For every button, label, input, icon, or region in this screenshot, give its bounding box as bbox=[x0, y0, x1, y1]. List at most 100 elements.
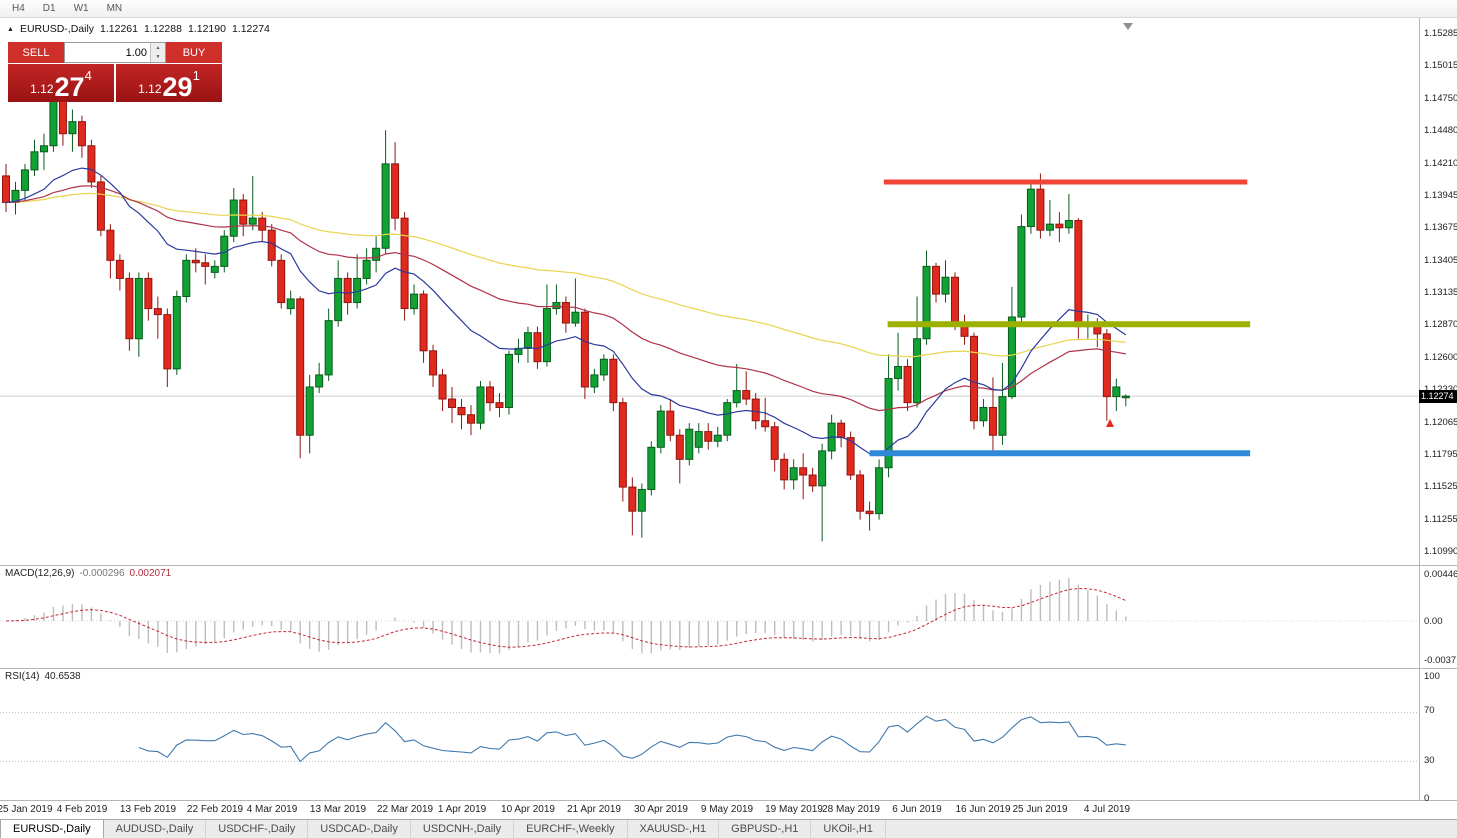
volume-input[interactable]: 1.00 ▲ ▼ bbox=[64, 42, 166, 63]
macd-axis-label: -0.003715 bbox=[1424, 655, 1457, 666]
price-axis-label: 1.14480 bbox=[1424, 125, 1457, 137]
date-axis-label: 28 May 2019 bbox=[822, 804, 880, 815]
timeframe-toolbar: H4 D1 W1 MN bbox=[0, 0, 1457, 18]
tab-eurchf-weekly[interactable]: EURCHF-,Weekly bbox=[514, 820, 628, 838]
sell-price-prefix: 1.12 bbox=[30, 82, 54, 96]
date-axis-label: 13 Feb 2019 bbox=[119, 804, 177, 815]
price-axis-label: 1.12870 bbox=[1424, 319, 1457, 331]
timeframe-button-mn[interactable]: MN bbox=[106, 3, 123, 14]
timeframe-button-d1[interactable]: D1 bbox=[42, 3, 56, 14]
ma-20-line bbox=[5, 167, 1127, 456]
price-axis-label: 1.11795 bbox=[1424, 448, 1457, 460]
rsi-axis-label: 30 bbox=[1424, 755, 1435, 766]
sell-button[interactable]: SELL bbox=[8, 42, 64, 63]
timeframe-button-h4[interactable]: H4 bbox=[12, 3, 25, 14]
macd-value-signal: 0.002071 bbox=[129, 568, 172, 579]
volume-stepper[interactable]: ▲ ▼ bbox=[150, 43, 165, 62]
price-axis-label: 1.12600 bbox=[1424, 351, 1457, 363]
rsi-axis-label: 70 bbox=[1424, 705, 1435, 716]
date-axis-label: 25 Jun 2019 bbox=[1012, 804, 1068, 815]
sell-price-pip: 4 bbox=[84, 68, 92, 83]
one-click-trade-panel: SELL 1.00 ▲ ▼ BUY 1.12 27 4 1.12 29 1 bbox=[8, 42, 222, 102]
date-axis-label: 22 Feb 2019 bbox=[186, 804, 244, 815]
price-axis-label: 1.10990 bbox=[1424, 546, 1457, 557]
date-axis-label: 4 Feb 2019 bbox=[56, 804, 108, 815]
ohlc-open: 1.12261 bbox=[100, 23, 138, 35]
price-axis-separator bbox=[1419, 18, 1420, 800]
macd-axis-label: 0.00 bbox=[1424, 616, 1443, 627]
date-axis-label: 30 Apr 2019 bbox=[634, 804, 688, 815]
buy-button[interactable]: BUY bbox=[166, 42, 222, 63]
price-axis-label: 1.13945 bbox=[1424, 189, 1457, 201]
macd-signal-line bbox=[5, 587, 1126, 648]
price-axis-label: 1.14750 bbox=[1424, 92, 1457, 104]
tab-ukoil-h1[interactable]: UKOil-,H1 bbox=[811, 820, 886, 838]
date-axis-label: 1 Apr 2019 bbox=[437, 804, 487, 815]
tab-usdchf-daily[interactable]: USDCHF-,Daily bbox=[206, 820, 309, 838]
price-axis-label: 1.14210 bbox=[1424, 157, 1457, 169]
macd-indicator-canvas[interactable] bbox=[0, 566, 1419, 668]
date-axis-label: 22 Mar 2019 bbox=[376, 804, 434, 815]
stepper-up-icon[interactable]: ▲ bbox=[151, 43, 165, 53]
price-axis-label: 1.15015 bbox=[1424, 60, 1457, 72]
date-axis-label: 25 Jan 2019 bbox=[0, 804, 53, 815]
price-axis-label: 1.13675 bbox=[1424, 222, 1457, 234]
macd-label: MACD(12,26,9) -0.000296 0.002071 bbox=[5, 568, 171, 579]
price-axis-label: 1.11255 bbox=[1424, 513, 1457, 525]
current-price-tag: 1.12274 bbox=[1419, 389, 1457, 403]
date-axis-label: 21 Apr 2019 bbox=[567, 804, 621, 815]
tab-usdcad-daily[interactable]: USDCAD-,Daily bbox=[308, 820, 411, 838]
date-axis-separator bbox=[0, 800, 1457, 801]
candles-layer bbox=[2, 67, 1130, 542]
volume-value[interactable]: 1.00 bbox=[125, 46, 147, 59]
rsi-axis-label: 0 bbox=[1424, 793, 1430, 804]
tab-gbpusd-h1[interactable]: GBPUSD-,H1 bbox=[719, 820, 812, 838]
date-axis-label: 4 Jul 2019 bbox=[1083, 804, 1131, 815]
tab-audusd-daily[interactable]: AUDUSD-,Daily bbox=[104, 820, 207, 838]
price-axis-label: 1.15285 bbox=[1424, 28, 1457, 39]
tab-usdcnh-daily[interactable]: USDCNH-,Daily bbox=[411, 820, 515, 838]
sell-price-main: 27 bbox=[54, 72, 85, 102]
ohlc-high: 1.12288 bbox=[144, 23, 182, 35]
timeframe-button-w1[interactable]: W1 bbox=[73, 3, 89, 14]
macd-histogram bbox=[14, 578, 1127, 654]
macd-value-main: -0.000296 bbox=[79, 568, 125, 579]
tab-xauusd-h1[interactable]: XAUUSD-,H1 bbox=[628, 820, 720, 838]
date-axis-label: 19 May 2019 bbox=[765, 804, 823, 815]
main-chart-canvas[interactable] bbox=[0, 18, 1419, 565]
tab-eurusd-daily[interactable]: EURUSD-,Daily bbox=[0, 820, 104, 838]
buy-price-prefix: 1.12 bbox=[138, 82, 162, 96]
sell-price-button[interactable]: 1.12 27 4 bbox=[8, 64, 114, 102]
date-axis-label: 9 May 2019 bbox=[700, 804, 754, 815]
price-axis-label: 1.12330 bbox=[1424, 384, 1457, 395]
date-axis-label: 4 Mar 2019 bbox=[246, 804, 298, 815]
date-axis-label: 16 Jun 2019 bbox=[955, 804, 1011, 815]
ma-50-line bbox=[5, 185, 1126, 412]
buy-price-pip: 1 bbox=[192, 68, 200, 83]
chart-title: EURUSD-,Daily bbox=[19, 23, 95, 35]
macd-panel-separator bbox=[0, 565, 1457, 566]
ohlc-low: 1.12190 bbox=[187, 23, 226, 35]
stepper-down-icon[interactable]: ▼ bbox=[151, 52, 165, 62]
rsi-label: RSI(14) 40.6538 bbox=[5, 671, 81, 682]
buy-price-main: 29 bbox=[162, 72, 193, 102]
chart-ohlc-header: ▲ EURUSD-,Daily 1.12261 1.12288 1.12190 … bbox=[7, 23, 270, 35]
rsi-axis-label: 100 bbox=[1424, 671, 1440, 682]
date-axis-label: 6 Jun 2019 bbox=[892, 804, 942, 815]
date-axis-label: 10 Apr 2019 bbox=[501, 804, 555, 815]
price-axis-label: 1.11525 bbox=[1424, 481, 1457, 493]
price-axis-label: 1.13135 bbox=[1424, 287, 1457, 298]
macd-axis-label: 0.004465 bbox=[1424, 569, 1457, 580]
rsi-panel-separator bbox=[0, 668, 1457, 669]
chart-tab-bar: EURUSD-,Daily AUDUSD-,Daily USDCHF-,Daily U… bbox=[0, 819, 1457, 838]
rsi-indicator-canvas[interactable] bbox=[0, 669, 1419, 800]
rsi-line bbox=[138, 715, 1126, 763]
price-axis-label: 1.12065 bbox=[1424, 416, 1457, 428]
ma-100-line bbox=[5, 192, 1126, 358]
buy-price-button[interactable]: 1.12 29 1 bbox=[116, 64, 222, 102]
date-axis-label: 13 Mar 2019 bbox=[309, 804, 367, 815]
price-axis-label: 1.13405 bbox=[1424, 254, 1457, 266]
chart-shift-marker-icon[interactable] bbox=[1123, 23, 1133, 30]
symbol-arrow-icon: ▲ bbox=[7, 25, 14, 33]
